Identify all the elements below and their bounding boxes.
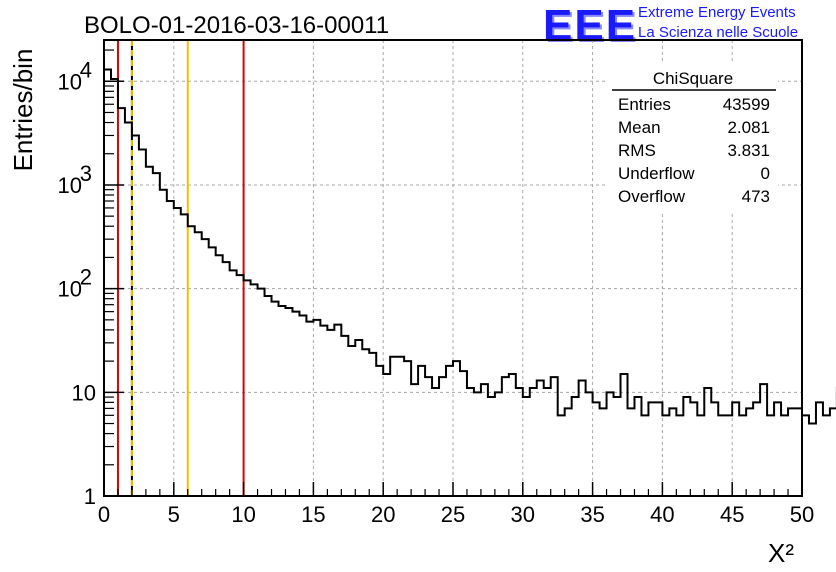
x-tick-label: 20: [371, 502, 395, 527]
x-tick-label: 50: [790, 502, 814, 527]
stats-row-label: Entries: [618, 95, 671, 114]
x-tick-labels: 0 5 10 15 20 25 30 35 40 45 50: [98, 502, 814, 527]
stats-row-label: Overflow: [618, 187, 686, 206]
y-tick-label: 1: [84, 484, 96, 509]
stats-box-background: [608, 64, 778, 214]
stats-row-value: 473: [742, 187, 770, 206]
x-tick-label: 40: [650, 502, 674, 527]
stats-title: ChiSquare: [653, 69, 733, 88]
y-tick-label: 10: [58, 277, 82, 302]
logo-subtitle-line1: Extreme Energy Events: [638, 4, 796, 21]
stats-row-value: 2.081: [727, 118, 770, 137]
y-tick-label: 10: [72, 380, 96, 405]
stats-row-label: Underflow: [618, 164, 695, 183]
y-tick-label: 10: [58, 173, 82, 198]
run-title: BOLO-01-2016-03-16-00011: [84, 12, 390, 39]
y-axis-title: Entries/bin: [8, 49, 38, 172]
x-axis-title: X²: [768, 538, 794, 568]
histogram-line: [103, 68, 836, 425]
x-axis-title-base: X²: [768, 538, 794, 568]
stats-rows: Entries 43599 Mean 2.081 RMS 3.831 Underflow 0 O…: [618, 95, 770, 206]
x-tick-label: 35: [580, 502, 604, 527]
cut-lines: [116, 40, 245, 496]
x-tick-label: 30: [511, 502, 535, 527]
stats-row-label: Mean: [618, 118, 661, 137]
x-tick-label: 5: [168, 502, 180, 527]
stats-box: ChiSquare Entries 43599 Mean 2.081 RMS 3.831 U…: [608, 64, 778, 214]
logo-subtitle-line2: La Scienza nelle Scuole: [638, 24, 799, 41]
y-tick-exponent: 3: [80, 161, 92, 186]
stats-row-value: 3.831: [727, 141, 770, 160]
y-tick-exponent: 4: [80, 57, 92, 82]
y-tick-label: 10: [58, 69, 82, 94]
x-tick-label: 45: [720, 502, 744, 527]
axis-ticks: [103, 49, 803, 497]
stats-row-value: 0: [761, 164, 770, 183]
x-tick-label: 0: [98, 502, 110, 527]
y-tick-exponent: 2: [80, 265, 92, 290]
x-tick-label: 15: [301, 502, 325, 527]
stats-row-label: RMS: [618, 141, 656, 160]
stats-row-value: 43599: [723, 95, 770, 114]
x-tick-label: 10: [231, 502, 255, 527]
x-tick-label: 25: [441, 502, 465, 527]
